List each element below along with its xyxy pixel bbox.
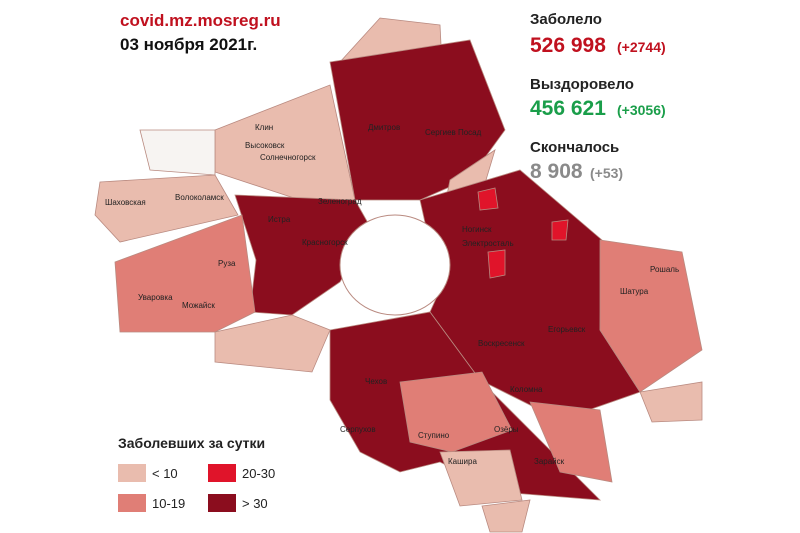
legend-swatch [118, 464, 146, 482]
stat-delta: (+3056) [617, 102, 666, 118]
place-label: Воскресенск [478, 339, 525, 348]
legend-swatch [118, 494, 146, 512]
stat-value: 526 998 [530, 34, 606, 57]
region [94, 174, 239, 243]
place-label: Зеленоград [318, 197, 362, 206]
source: covid.mz.mosreg.ru [120, 11, 281, 30]
place-label: Кашира [448, 457, 477, 466]
place-label: Волоколамск [175, 193, 224, 202]
place-label: Ступино [418, 431, 450, 440]
region [114, 214, 256, 333]
stat-delta: (+53) [590, 165, 623, 181]
place-label: Шаховская [105, 198, 146, 207]
legend-title: Заболевших за сутки [118, 435, 265, 451]
region [234, 194, 373, 316]
region [599, 239, 703, 393]
legend-label: > 30 [242, 496, 268, 511]
region [439, 449, 523, 507]
place-label: Ногинск [462, 225, 492, 234]
legend-label: 20-30 [242, 466, 275, 481]
place-label: Уваровка [138, 293, 173, 302]
legend-label: 10-19 [152, 496, 185, 511]
place-label: Рошаль [650, 265, 679, 274]
place-label: Можайск [182, 301, 215, 310]
date: 03 ноября 2021г. [120, 35, 257, 54]
legend-swatch [208, 464, 236, 482]
place-label: Коломна [510, 385, 543, 394]
region [419, 169, 641, 421]
stat-label: Выздоровело [530, 76, 634, 93]
place-labels: Клин Высоковск Солнечногорск Шаховская В… [105, 123, 679, 466]
region [487, 249, 506, 279]
legend: Заболевших за сутки < 10 10-19 20-30 > 3… [118, 435, 275, 512]
region [639, 381, 703, 423]
region [139, 129, 216, 176]
stat-value: 456 621 [530, 97, 606, 120]
stats: Заболело 526 998 (+2744) Выздоровело 456… [530, 11, 666, 183]
place-label: Электросталь [462, 239, 514, 248]
place-label: Руза [218, 259, 236, 268]
moscow-city [339, 214, 451, 316]
map [94, 17, 703, 533]
region [399, 371, 513, 453]
place-label: Сергиев Посад [425, 128, 482, 137]
place-label: Клин [255, 123, 273, 132]
region [551, 219, 569, 241]
place-label: Зарайск [534, 457, 565, 466]
stat-value: 8 908 [530, 160, 583, 183]
place-label: Озёры [494, 425, 519, 434]
place-label: Чехов [365, 377, 387, 386]
legend-label: < 10 [152, 466, 178, 481]
place-label: Красногорск [302, 238, 348, 247]
region [477, 187, 499, 211]
stat-label: Скончалось [530, 139, 619, 156]
stat-delta: (+2744) [617, 39, 666, 55]
region [214, 314, 331, 373]
place-label: Солнечногорск [260, 153, 316, 162]
legend-swatch [208, 494, 236, 512]
place-label: Высоковск [245, 141, 285, 150]
place-label: Дмитров [368, 123, 400, 132]
region [481, 499, 531, 533]
place-label: Серпухов [340, 425, 376, 434]
region [529, 401, 613, 483]
place-label: Егорьевск [548, 325, 586, 334]
stat-label: Заболело [530, 11, 602, 28]
place-label: Шатура [620, 287, 649, 296]
place-label: Истра [268, 215, 291, 224]
